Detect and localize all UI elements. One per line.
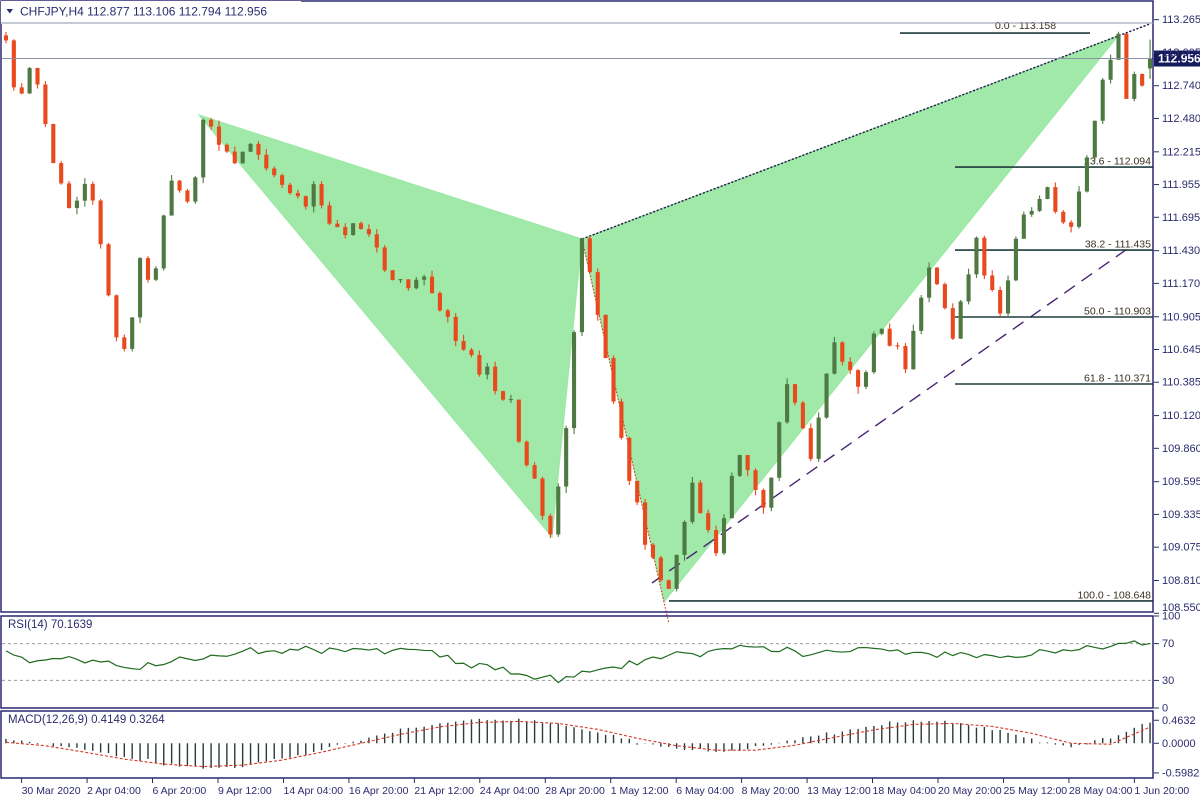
svg-text:9 Apr 12:00: 9 Apr 12:00 xyxy=(218,785,272,797)
svg-text:109.595: 109.595 xyxy=(1162,476,1200,488)
svg-text:110.120: 110.120 xyxy=(1162,410,1200,422)
svg-text:16 Apr 20:00: 16 Apr 20:00 xyxy=(349,785,409,797)
svg-text:0.0 - 113.158: 0.0 - 113.158 xyxy=(995,20,1056,32)
svg-text:61.8 - 110.371: 61.8 - 110.371 xyxy=(1084,372,1151,384)
svg-text:0: 0 xyxy=(1162,703,1168,715)
svg-text:28 May 04:00: 28 May 04:00 xyxy=(1069,785,1133,797)
svg-text:50.0 - 110.903: 50.0 - 110.903 xyxy=(1084,306,1151,318)
svg-text:30 Mar 2020: 30 Mar 2020 xyxy=(22,785,81,797)
svg-text:70: 70 xyxy=(1162,638,1174,650)
svg-text:20 May 20:00: 20 May 20:00 xyxy=(938,785,1002,797)
svg-text:28 Apr 20:00: 28 Apr 20:00 xyxy=(545,785,605,797)
svg-text:1 Jun 20:00: 1 Jun 20:00 xyxy=(1134,785,1189,797)
svg-text:RSI(14) 70.1639: RSI(14) 70.1639 xyxy=(8,619,92,631)
svg-text:100: 100 xyxy=(1162,611,1180,623)
svg-text:MACD(12,26,9) 0.4149 0.3264: MACD(12,26,9) 0.4149 0.3264 xyxy=(8,714,165,726)
svg-text:24 Apr 04:00: 24 Apr 04:00 xyxy=(480,785,540,797)
svg-text:-0.5982: -0.5982 xyxy=(1162,767,1199,779)
svg-text:18 May 04:00: 18 May 04:00 xyxy=(873,785,937,797)
svg-text:112.215: 112.215 xyxy=(1162,146,1200,158)
svg-text:1 May 12:00: 1 May 12:00 xyxy=(611,785,669,797)
svg-text:38.2 - 111.435: 38.2 - 111.435 xyxy=(1085,239,1151,251)
svg-text:30: 30 xyxy=(1162,675,1174,687)
svg-text:21 Apr 12:00: 21 Apr 12:00 xyxy=(414,785,474,797)
svg-text:109.335: 109.335 xyxy=(1162,509,1200,521)
svg-text:112.480: 112.480 xyxy=(1162,113,1200,125)
svg-text:6 Apr 20:00: 6 Apr 20:00 xyxy=(153,785,207,797)
svg-text:110.385: 110.385 xyxy=(1162,377,1200,389)
svg-text:CHFJPY,H4 112.877 113.106 112: CHFJPY,H4 112.877 113.106 112.794 112.95… xyxy=(20,5,267,19)
svg-text:109.860: 109.860 xyxy=(1162,443,1200,455)
svg-text:0.0000: 0.0000 xyxy=(1162,738,1196,750)
svg-text:25 May 12:00: 25 May 12:00 xyxy=(1004,785,1068,797)
svg-text:112.740: 112.740 xyxy=(1162,80,1200,92)
svg-text:110.905: 110.905 xyxy=(1162,311,1200,323)
svg-text:100.0 - 108.648: 100.0 - 108.648 xyxy=(1077,589,1151,601)
svg-text:111.430: 111.430 xyxy=(1162,245,1200,257)
svg-text:14 Apr 04:00: 14 Apr 04:00 xyxy=(284,785,344,797)
svg-text:111.170: 111.170 xyxy=(1162,278,1200,290)
svg-text:111.955: 111.955 xyxy=(1162,179,1200,191)
svg-text:8 May 20:00: 8 May 20:00 xyxy=(742,785,800,797)
svg-text:109.075: 109.075 xyxy=(1162,542,1200,554)
svg-text:13 May 12:00: 13 May 12:00 xyxy=(807,785,871,797)
svg-text:113.265: 113.265 xyxy=(1162,14,1200,26)
svg-text:6 May 04:00: 6 May 04:00 xyxy=(676,785,734,797)
svg-text:113.005: 113.005 xyxy=(1162,47,1200,59)
svg-text:111.695: 111.695 xyxy=(1162,212,1200,224)
svg-text:2 Apr 04:00: 2 Apr 04:00 xyxy=(87,785,141,797)
svg-text:108.810: 108.810 xyxy=(1162,575,1200,587)
svg-text:0.4632: 0.4632 xyxy=(1162,715,1196,727)
svg-text:110.645: 110.645 xyxy=(1162,344,1200,356)
